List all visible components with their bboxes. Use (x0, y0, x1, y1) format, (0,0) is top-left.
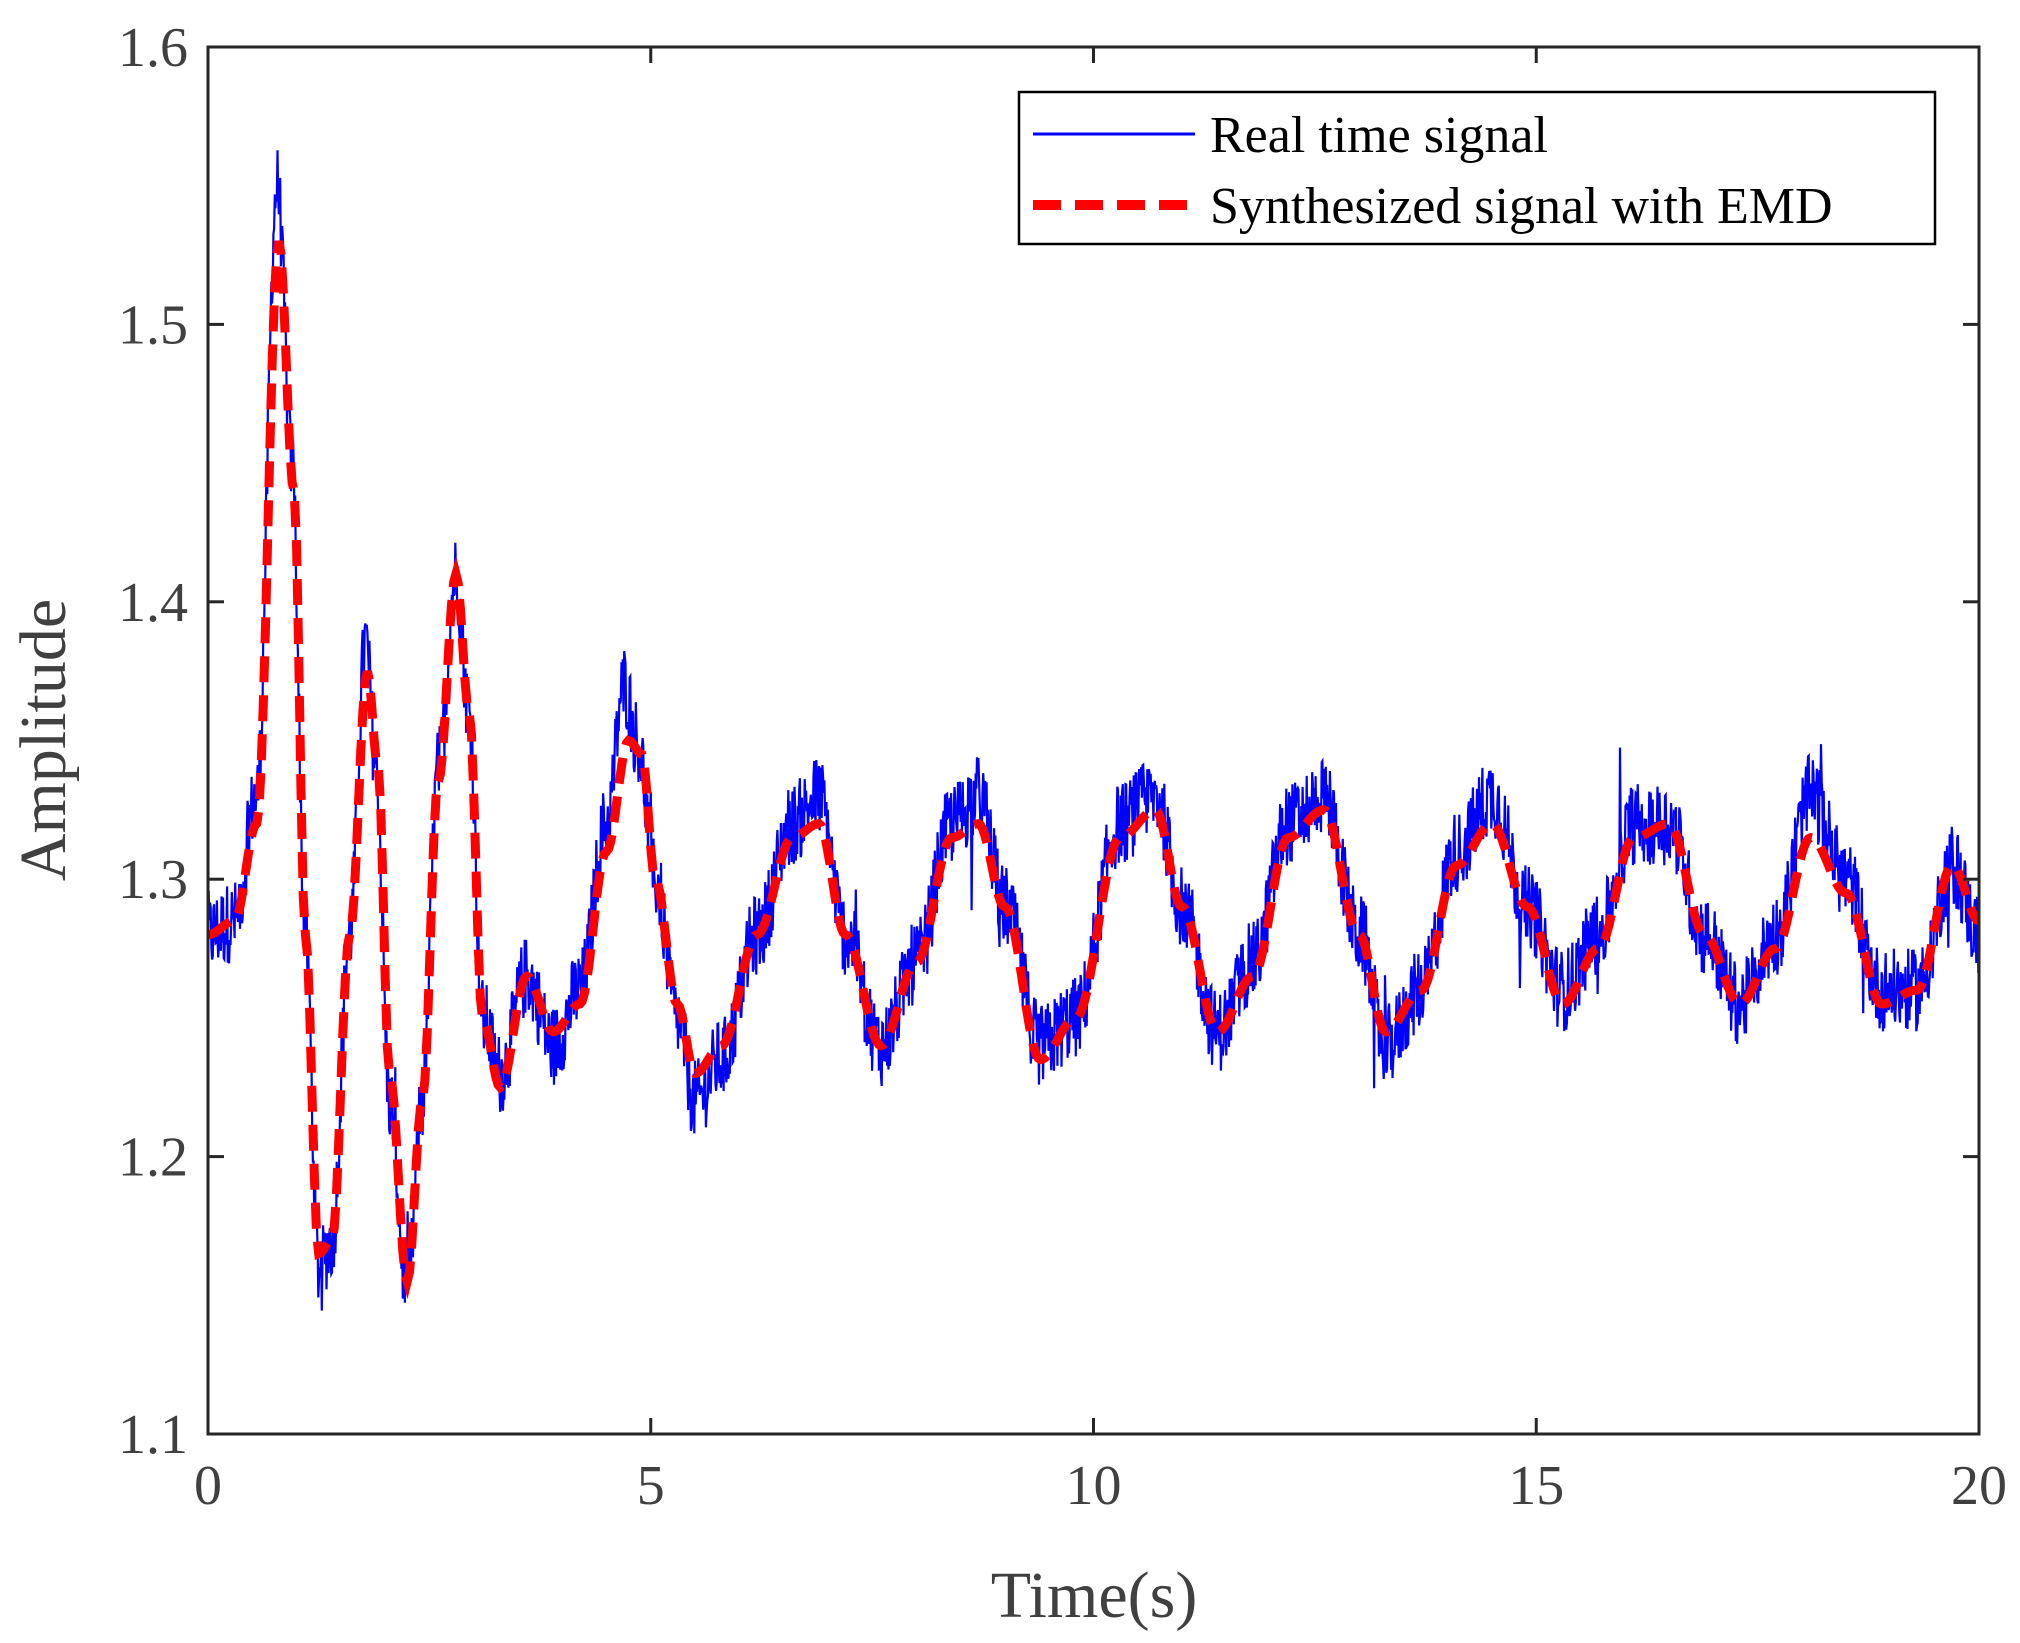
y-tick-label: 1.4 (118, 572, 188, 634)
x-tick-label: 20 (1951, 1455, 2007, 1517)
plot-area (208, 150, 1979, 1311)
x-tick-label: 5 (637, 1455, 665, 1517)
legend-box (1017, 90, 1937, 246)
x-axis-title: Time(s) (991, 1559, 1198, 1632)
legend-label-real: Real time signal (1210, 107, 1548, 164)
legend-label-emd: Synthesized signal with EMD (1210, 178, 1833, 235)
y-axis-title: Amplitude (7, 599, 80, 881)
y-tick-label: 1.2 (118, 1127, 188, 1189)
series-real-time-signal (208, 150, 1979, 1311)
y-tick-label: 1.6 (118, 17, 188, 79)
y-tick-label: 1.1 (118, 1404, 188, 1466)
x-axis: 0 5 10 15 20 (194, 47, 2007, 1517)
legend: Real time signal Synthesized signal with… (1017, 90, 1937, 246)
x-tick-label: 0 (194, 1455, 222, 1517)
series-synthesized-signal-emd (208, 240, 1979, 1300)
x-tick-label: 15 (1508, 1455, 1564, 1517)
y-tick-label: 1.5 (118, 294, 188, 356)
x-tick-label: 10 (1066, 1455, 1122, 1517)
y-tick-label: 1.3 (118, 849, 188, 911)
y-axis: 1.1 1.2 1.3 1.4 1.5 1.6 (118, 17, 1979, 1466)
